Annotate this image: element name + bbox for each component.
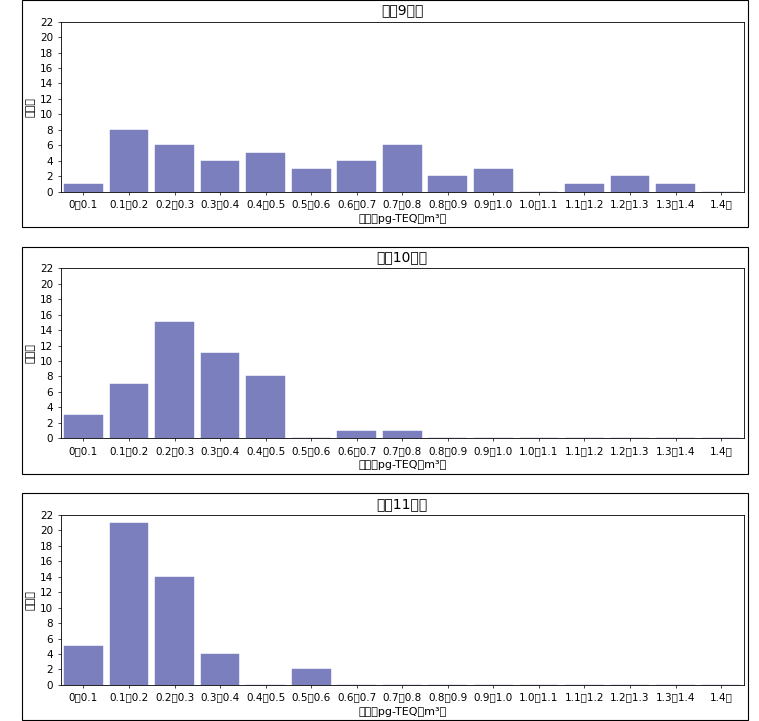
- Bar: [155, 577, 194, 685]
- Bar: [656, 184, 694, 192]
- X-axis label: 濃度（pg-TEQ／m³）: 濃度（pg-TEQ／m³）: [358, 213, 446, 224]
- Bar: [155, 322, 194, 438]
- Title: 平成9年度: 平成9年度: [381, 4, 424, 18]
- Y-axis label: 地点数: 地点数: [26, 343, 36, 363]
- X-axis label: 濃度（pg-TEQ／m³）: 濃度（pg-TEQ／m³）: [358, 460, 446, 470]
- Title: 平成11年度: 平成11年度: [376, 497, 428, 511]
- Bar: [291, 670, 331, 685]
- Bar: [337, 161, 376, 192]
- Bar: [565, 184, 603, 192]
- Bar: [200, 353, 240, 438]
- Bar: [155, 146, 194, 192]
- Bar: [474, 169, 513, 192]
- Bar: [383, 430, 421, 438]
- Bar: [109, 384, 148, 438]
- Bar: [383, 146, 421, 192]
- Bar: [246, 153, 285, 192]
- Bar: [65, 646, 103, 685]
- Bar: [200, 161, 240, 192]
- X-axis label: 濃度（pg-TEQ／m³）: 濃度（pg-TEQ／m³）: [358, 707, 446, 717]
- Bar: [200, 654, 240, 685]
- Y-axis label: 地点数: 地点数: [26, 97, 36, 117]
- Bar: [109, 130, 148, 192]
- Bar: [109, 523, 148, 685]
- Y-axis label: 地点数: 地点数: [26, 590, 36, 610]
- Bar: [291, 169, 331, 192]
- Bar: [65, 184, 103, 192]
- Title: 平成10年度: 平成10年度: [376, 250, 428, 265]
- Bar: [610, 176, 649, 192]
- Bar: [246, 376, 285, 438]
- Bar: [428, 176, 468, 192]
- Bar: [337, 430, 376, 438]
- Bar: [65, 415, 103, 438]
